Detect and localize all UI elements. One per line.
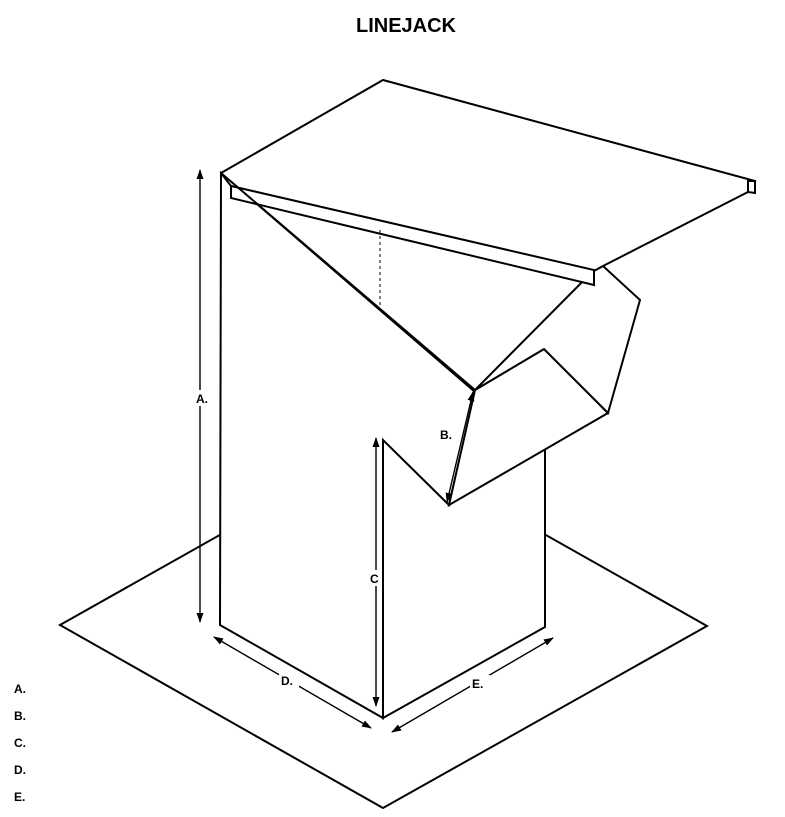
dimension-b-label: B.	[440, 428, 452, 442]
legend-item-b: B.	[14, 709, 26, 723]
legend-item-e: E.	[14, 790, 26, 804]
hood-slope-edge	[220, 172, 476, 391]
dimension-b-arrow	[445, 391, 475, 503]
diagram-title: LINEJACK	[355, 15, 456, 37]
lid-drip-edge	[230, 184, 595, 287]
dimension-c-label: C	[370, 572, 379, 586]
legend-item-d: D.	[14, 763, 26, 777]
dimension-d-label: D.	[281, 674, 293, 688]
legend-item-a: A.	[14, 682, 26, 696]
dimension-e-label-bg	[470, 675, 490, 691]
dimension-a-label: A.	[196, 392, 208, 406]
dimension-a-label-bg	[193, 390, 209, 406]
dimension-d-label-bg	[279, 672, 299, 688]
dimension-c-label-bg	[368, 570, 382, 586]
dimension-e-label: E.	[472, 677, 483, 691]
lid-back-lip	[747, 180, 756, 195]
legend-item-c: C.	[14, 736, 26, 750]
dimension-legend: A. B. C. D. E.	[14, 682, 26, 817]
